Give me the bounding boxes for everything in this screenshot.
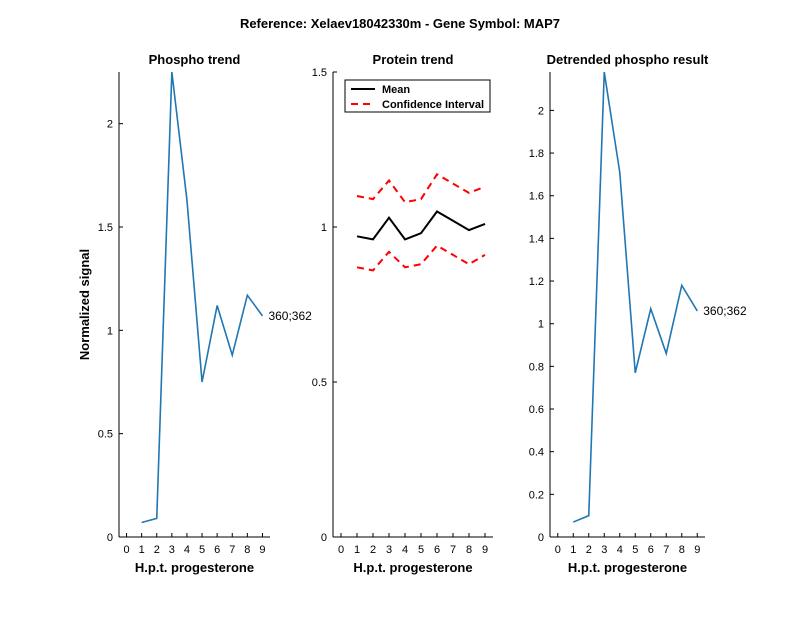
y-tick-label: 0.5 <box>98 429 113 441</box>
x-tick-label: 5 <box>199 544 205 556</box>
x-tick-label: 9 <box>259 544 265 556</box>
legend-box <box>344 79 491 113</box>
y-tick-label: 2 <box>107 119 113 131</box>
x-tick-label: 2 <box>370 544 376 556</box>
x-tick-label: 4 <box>184 544 190 556</box>
ci-upper-line <box>356 172 486 204</box>
x-tick-label: 3 <box>169 544 175 556</box>
x-tick-label: 5 <box>418 544 424 556</box>
x-tick-label: 8 <box>244 544 250 556</box>
y-tick-label: 1.5 <box>312 67 327 79</box>
x-tick-label: 1 <box>354 544 360 556</box>
x-tick-label: 7 <box>450 544 456 556</box>
panel-title: Detrended phospho result <box>547 52 709 67</box>
y-tick-label: 1.8 <box>529 148 544 160</box>
y-tick-label: 1.4 <box>529 233 544 245</box>
x-tick-label: 2 <box>154 544 160 556</box>
x-tick-label: 1 <box>139 544 145 556</box>
x-axis-label: H.p.t. progesterone <box>353 560 472 575</box>
x-tick-label: 0 <box>555 544 561 556</box>
x-tick-label: 9 <box>482 544 488 556</box>
ci-lower-line <box>356 244 486 272</box>
y-tick-label: 0 <box>321 532 327 544</box>
y-tick-label: 0.4 <box>529 447 544 459</box>
x-tick-label: 4 <box>402 544 408 556</box>
legend-label: Mean <box>382 84 410 96</box>
x-tick-label: 0 <box>123 544 129 556</box>
y-tick-label: 1 <box>321 222 327 234</box>
x-tick-label: 6 <box>434 544 440 556</box>
y-tick-label: 1.5 <box>98 222 113 234</box>
x-axis-label: H.p.t. progesterone <box>568 560 687 575</box>
panel-title: Phospho trend <box>149 52 241 67</box>
y-tick-label: 1 <box>107 325 113 337</box>
x-tick-label: 4 <box>617 544 623 556</box>
x-tick-label: 7 <box>663 544 669 556</box>
y-tick-label: 0.5 <box>312 377 327 389</box>
y-axis-label: Normalized signal <box>77 249 92 360</box>
x-tick-label: 8 <box>679 544 685 556</box>
y-tick-label: 1.2 <box>529 276 544 288</box>
y-tick-label: 0.2 <box>529 489 544 501</box>
x-tick-label: 7 <box>229 544 235 556</box>
y-tick-label: 0 <box>107 532 113 544</box>
series-annotation: 360;362 <box>703 304 747 318</box>
figure-suptitle: Reference: Xelaev18042330m - Gene Symbol… <box>240 16 560 31</box>
x-tick-label: 0 <box>338 544 344 556</box>
y-tick-label: 1.6 <box>529 191 544 203</box>
mean-line <box>356 210 486 241</box>
x-tick-label: 1 <box>570 544 576 556</box>
y-tick-label: 1 <box>538 319 544 331</box>
series-line <box>141 71 264 524</box>
legend: Mean Confidence Interval <box>344 79 491 113</box>
y-tick-label: 0.6 <box>529 404 544 416</box>
x-tick-label: 8 <box>466 544 472 556</box>
legend-label: Confidence Interval <box>382 99 484 111</box>
series-annotation: 360;362 <box>268 309 312 323</box>
x-tick-label: 6 <box>648 544 654 556</box>
y-tick-label: 2 <box>538 105 544 117</box>
x-axis-label: H.p.t. progesterone <box>135 560 254 575</box>
panel-title: Protein trend <box>373 52 454 67</box>
x-tick-label: 3 <box>386 544 392 556</box>
x-tick-label: 9 <box>694 544 700 556</box>
x-tick-label: 5 <box>632 544 638 556</box>
y-tick-label: 0.8 <box>529 361 544 373</box>
x-tick-label: 3 <box>601 544 607 556</box>
x-tick-label: 2 <box>586 544 592 556</box>
series-line <box>572 71 698 523</box>
y-tick-label: 0 <box>538 532 544 544</box>
x-tick-label: 6 <box>214 544 220 556</box>
